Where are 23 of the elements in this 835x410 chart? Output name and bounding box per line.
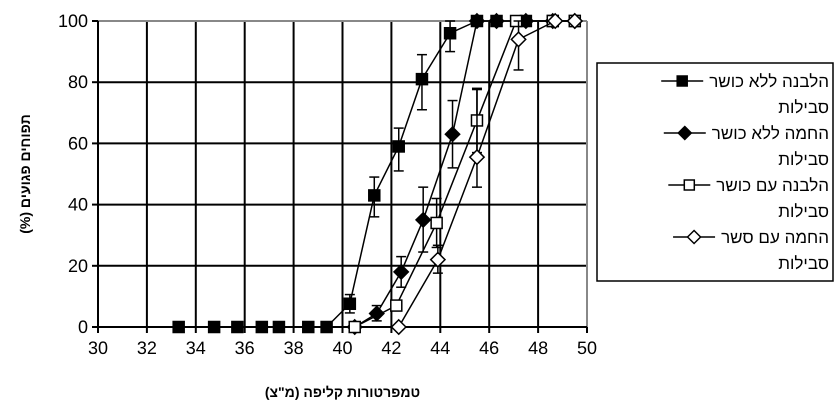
x-tick-label: 42	[381, 338, 402, 358]
y-tick-label: 60	[68, 133, 88, 154]
y-tick-label: 80	[68, 72, 88, 92]
y-tick-label: 40	[68, 194, 88, 215]
y-axis-title: תפוחים פגועים (%)	[17, 114, 33, 234]
x-tick-label: 50	[576, 338, 598, 358]
x-tick-label: 32	[136, 338, 157, 358]
x-tick-label: 30	[88, 338, 108, 358]
y-tick-label: 100	[58, 11, 88, 31]
x-tick-label: 44	[430, 338, 450, 358]
x-tick-label: 46	[479, 338, 500, 358]
legend-label: החמה עם סשר סבילות	[721, 228, 829, 273]
y-tick-label: 20	[68, 256, 88, 276]
x-tick-label: 48	[528, 338, 548, 358]
x-tick-label: 36	[234, 338, 255, 358]
legend-label: הלבנה עם כושר סבילות	[716, 176, 829, 221]
x-tick-label: 40	[332, 338, 353, 358]
y-tick-label: 0	[78, 317, 88, 337]
legend-label: החמה ללא כושר סבילות	[712, 124, 829, 169]
x-tick-label: 38	[284, 338, 304, 358]
legend-label: הלבנה ללא כושר סבילות	[709, 72, 829, 117]
x-axis-title: טמפרטורות קליפה (מ"צ)	[264, 384, 420, 400]
x-tick-label: 34	[186, 338, 206, 358]
